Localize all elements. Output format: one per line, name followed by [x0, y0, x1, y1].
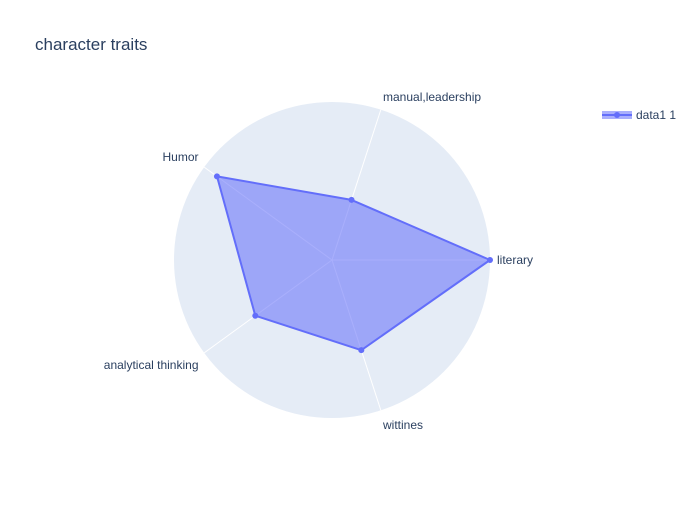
axis-label-3: Humor	[162, 150, 198, 164]
axis-label-1: literary	[497, 253, 533, 267]
data-point-2[interactable]	[348, 196, 355, 203]
axis-label-5: wittines	[382, 418, 423, 432]
series-area[interactable]	[216, 175, 491, 352]
legend-label: data1 1	[636, 108, 676, 122]
legend-marker	[614, 112, 620, 118]
axis-label-4: analytical thinking	[104, 358, 199, 372]
chart-title: character traits	[35, 35, 147, 54]
axis-label-2: manual,leadership	[383, 90, 481, 104]
data-point-4[interactable]	[252, 312, 259, 319]
legend[interactable]: data1 1	[602, 108, 676, 122]
data-point-5[interactable]	[358, 347, 365, 354]
data-point-3[interactable]	[213, 173, 220, 180]
angular-axis-labels: literary manual,leadership Humor analytical…	[104, 90, 533, 432]
data-point-1[interactable]	[487, 257, 493, 263]
series-layer	[213, 173, 493, 354]
